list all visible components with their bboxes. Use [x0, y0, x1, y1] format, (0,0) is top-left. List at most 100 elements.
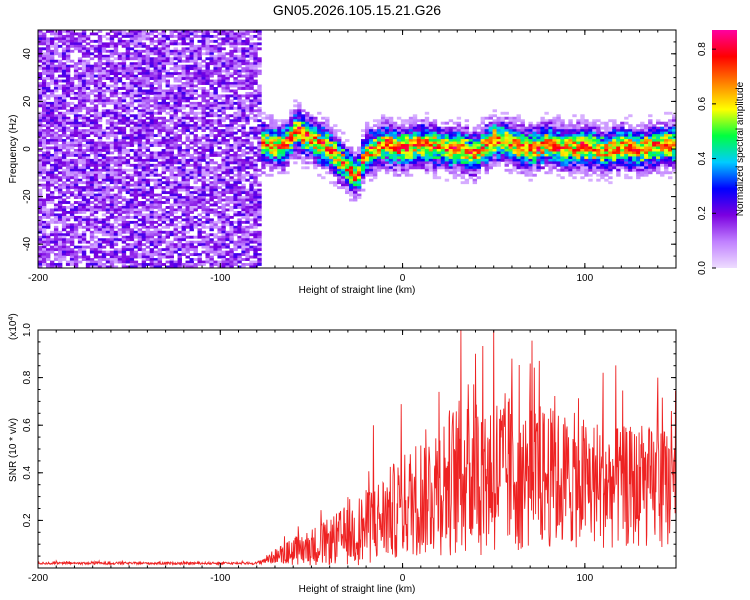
spectrogram-cell [249, 191, 254, 195]
spectrogram-cell [245, 245, 250, 249]
spectrogram-cell [73, 64, 79, 68]
spectrogram-cell [297, 129, 302, 133]
spectrogram-cell [245, 193, 250, 197]
spectrogram-cell [396, 144, 402, 147]
spectrogram-cell [333, 149, 338, 152]
spectrogram-cell [121, 69, 127, 73]
spectrogram-cell [157, 109, 163, 113]
spectrogram-cell [177, 220, 182, 224]
spectrogram-cell [41, 131, 47, 135]
spectrogram-cell [201, 178, 206, 182]
spectrogram-cell [41, 240, 47, 244]
spectrogram-cell [173, 101, 178, 105]
spectrogram-cell [137, 64, 143, 68]
spectrogram-cell [41, 91, 47, 95]
spectrogram-cell [257, 193, 262, 197]
spectrogram-cell [233, 206, 238, 209]
spectrogram-cell [193, 253, 198, 257]
spectrogram-cell [253, 215, 258, 219]
spectrogram-cell [133, 183, 139, 187]
spectrogram-cell [229, 260, 234, 264]
spectrogram-cell [253, 79, 258, 83]
spectrogram-cell [69, 77, 75, 80]
spectrogram-cell [65, 253, 71, 257]
spectrogram-cell [53, 131, 59, 135]
spectrogram-cell [301, 158, 306, 162]
spectrogram-cell [217, 54, 222, 58]
spectrogram-cell [77, 223, 83, 227]
spectrogram-cell [97, 191, 103, 195]
spectrogram-cell [169, 255, 174, 259]
spectrogram-cell [129, 208, 135, 212]
spectrogram-cell [241, 191, 246, 195]
spectrogram-cell [85, 91, 91, 95]
spectrogram-cell [169, 52, 174, 56]
spectrogram-cell [49, 37, 55, 41]
spectrogram-cell [69, 131, 75, 135]
spectrogram-cell [177, 208, 182, 212]
spectrogram-cell [109, 166, 115, 170]
spectrogram-cell [293, 141, 298, 145]
spectrogram-cell [404, 171, 410, 175]
spectrogram-cell [97, 47, 103, 51]
spectrogram-cell [380, 139, 386, 142]
spectrogram-cell [73, 206, 79, 209]
spectrogram-cell [77, 144, 83, 147]
spectrogram-cell [233, 119, 238, 123]
spectrogram-cell [169, 126, 174, 130]
spectrogram-cell [281, 134, 286, 138]
spectrogram-cell [121, 149, 127, 152]
spectrogram-cell [185, 124, 190, 128]
spectrogram-cell [169, 114, 174, 118]
spectrogram-cell [69, 186, 75, 190]
spectrogram-cell [241, 116, 246, 120]
spectrogram-cell [349, 193, 354, 197]
spectrogram-cell [261, 131, 266, 135]
spectrogram-cell [189, 265, 194, 268]
spectrogram-cell [105, 215, 111, 219]
spectrogram-cell [241, 188, 246, 192]
spectrogram-cell [45, 96, 51, 100]
spectrogram-cell [125, 116, 131, 120]
spectrogram-cell [149, 37, 155, 41]
spectrogram-cell [121, 181, 127, 185]
spectrogram-cell [384, 144, 390, 147]
spectrogram-cell [241, 215, 246, 219]
spectrogram-cell [185, 223, 190, 227]
spectrogram-cell [225, 178, 230, 182]
spectrogram-cell [213, 144, 218, 147]
spectrogram-cell [73, 173, 79, 177]
spectrogram-cell [213, 106, 218, 110]
spectrogram-cell [65, 37, 71, 41]
spectrogram-cell [77, 255, 83, 259]
spectrogram-cell [49, 263, 55, 266]
spectrogram-cell [269, 139, 274, 142]
spectrogram-cell [141, 173, 147, 177]
spectrogram-cell [145, 213, 151, 217]
spectrogram-cell [177, 67, 182, 71]
spectrogram-cell [65, 30, 71, 33]
spectrogram-cell [384, 161, 390, 165]
spectrogram-cell [368, 166, 374, 170]
spectrogram-cell [396, 173, 402, 177]
spectrogram-cell [241, 173, 246, 177]
spectrogram-cell [357, 188, 362, 192]
spectrogram-cell [189, 72, 194, 76]
spectrogram-cell [105, 225, 111, 229]
spectrogram-cell [81, 91, 87, 95]
spectrogram-cell [237, 156, 242, 160]
spectrogram-cell [89, 161, 95, 165]
spectrogram-cell [69, 258, 75, 261]
spectrogram-cell [49, 104, 55, 108]
spectrogram-cell [165, 156, 170, 160]
spectrogram-cell [149, 171, 155, 175]
spectrogram-cell [325, 116, 330, 120]
spectrogram-cell [205, 218, 210, 222]
spectrogram-cell [41, 82, 47, 85]
spectrogram-cell [201, 245, 206, 249]
spectrogram-cell [185, 196, 190, 199]
spectrogram-cell [105, 228, 111, 232]
spectrogram-cell [38, 188, 43, 192]
spectrogram-cell [353, 183, 358, 187]
spectrogram-cell [93, 62, 99, 66]
